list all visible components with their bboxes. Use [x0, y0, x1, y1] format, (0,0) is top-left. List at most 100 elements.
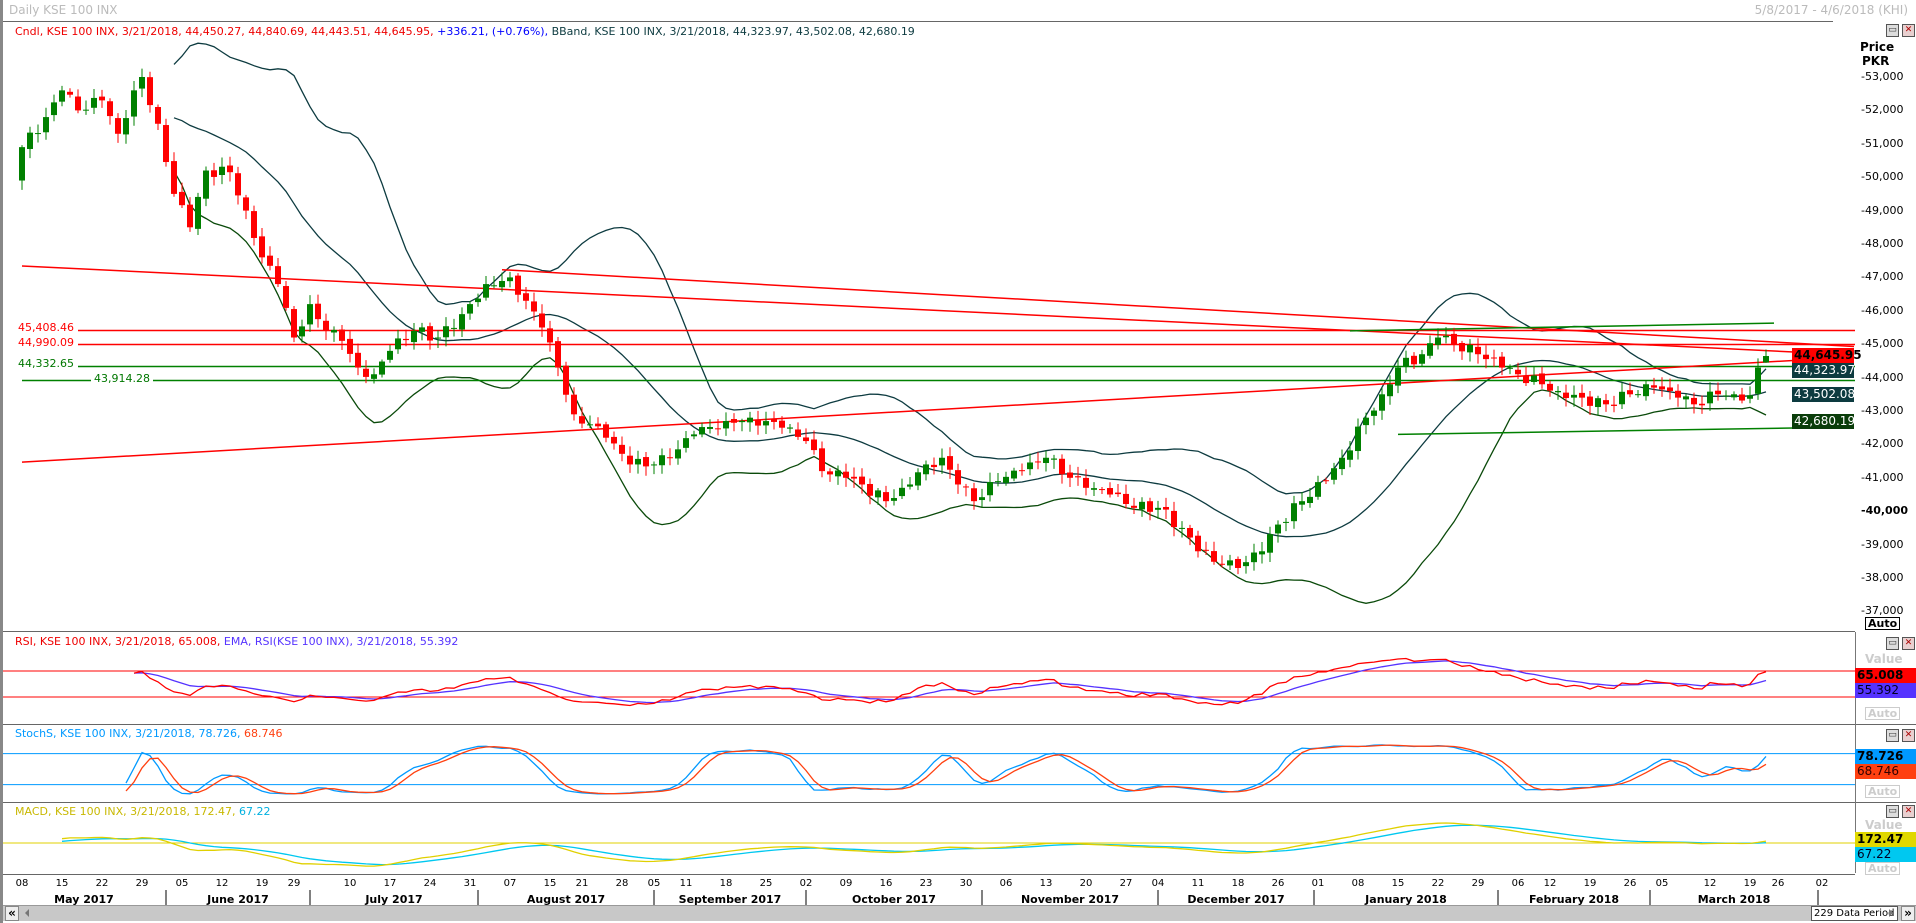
date-tick-label: 12: [1543, 878, 1557, 889]
macd-legend-value: MACD, KSE 100 INX, 3/21/2018, 172.47,: [15, 805, 239, 818]
rsi-line: [133, 657, 1767, 707]
date-tick-label: 08: [1351, 878, 1365, 889]
candle-body: [107, 101, 113, 117]
close-main-button[interactable]: ✕: [1902, 24, 1915, 37]
date-tick-label: 06: [1511, 878, 1525, 889]
candle-body: [91, 97, 97, 108]
candle-body: [99, 96, 105, 101]
candle-body: [1291, 503, 1297, 522]
date-tick-label: 29: [287, 878, 301, 889]
candle-legend: Cndl, KSE 100 INX, 3/21/2018, 44,450.27,…: [15, 25, 438, 38]
horizontal-scrollbar[interactable]: « 229 Data Period »: [3, 905, 1916, 921]
candle-body: [1555, 390, 1561, 393]
candle-body: [1699, 403, 1705, 406]
scroll-start-button[interactable]: «: [5, 906, 19, 921]
candle-body: [75, 96, 81, 111]
close-macd-button[interactable]: ✕: [1902, 805, 1915, 818]
candle-body: [811, 439, 817, 451]
candle-body: [1355, 426, 1361, 452]
candle-body: [347, 338, 353, 354]
minimize-macd-button[interactable]: ▭: [1886, 805, 1899, 818]
candle-body: [1403, 357, 1409, 367]
minimize-rsi-button[interactable]: ▭: [1886, 637, 1899, 650]
candle-body: [1675, 390, 1681, 398]
candle-body: [475, 298, 481, 303]
candle-body: [419, 327, 425, 332]
scroll-right-arrow-icon[interactable]: [1889, 909, 1897, 917]
candle-body: [1643, 384, 1649, 397]
date-tick-label: 16: [879, 878, 893, 889]
candle-body: [1123, 493, 1129, 505]
price-tick-label: -46,000: [1861, 303, 1904, 317]
scroll-left-arrow-icon[interactable]: [21, 909, 29, 917]
date-tick-label: 19: [1743, 878, 1757, 889]
candle-body: [1347, 450, 1353, 460]
minimize-stoch-button[interactable]: ▭: [1886, 729, 1899, 742]
stoch-auto-button[interactable]: Auto: [1865, 785, 1901, 798]
date-tick-label: 17: [383, 878, 397, 889]
candle-body: [803, 437, 809, 442]
price-tick-label: -53,000: [1861, 70, 1904, 83]
candle-body: [259, 236, 265, 258]
candle-body: [659, 455, 665, 466]
stoch-k-line: [125, 744, 1767, 795]
candle-body: [515, 275, 521, 295]
red-trendline: [501, 268, 1855, 348]
chart-canvas[interactable]: [3, 0, 1916, 923]
candle-body: [1443, 335, 1449, 338]
candle-body: [427, 326, 433, 341]
candle-body: [1275, 524, 1281, 534]
price-tick-label: -51,000: [1861, 136, 1904, 150]
candle-body: [355, 352, 361, 368]
scroll-end-button[interactable]: »: [1901, 906, 1915, 921]
candle-body: [1747, 395, 1753, 399]
price-tick-label: -47,000: [1861, 270, 1904, 284]
candle-body: [451, 327, 457, 329]
date-tick-label: 07: [503, 878, 517, 889]
candle-body: [1483, 354, 1489, 360]
window-title: Daily KSE 100 INX: [9, 3, 118, 17]
candle-body: [1155, 507, 1161, 510]
rsi-ema-value-box: 55.392: [1855, 683, 1916, 698]
macd-auto-button[interactable]: Auto: [1865, 862, 1901, 875]
main-legend: Cndl, KSE 100 INX, 3/21/2018, 44,450.27,…: [15, 25, 915, 38]
candle-body: [955, 470, 961, 485]
candle-body: [723, 421, 729, 429]
candle-body: [1427, 343, 1433, 356]
date-tick-label: 15: [1391, 878, 1405, 889]
price-tick-label: -43,000: [1861, 404, 1904, 417]
candle-body: [1299, 501, 1305, 505]
rsi-auto-button[interactable]: Auto: [1865, 707, 1901, 720]
candle-body: [203, 170, 209, 199]
candle-body: [1331, 468, 1337, 480]
candle-body: [139, 77, 145, 89]
candle-body: [1411, 355, 1417, 365]
stoch-d-value-box: 68.746: [1855, 764, 1916, 779]
date-tick-label: 02: [1815, 878, 1829, 889]
candle-body: [507, 277, 513, 282]
candle-body: [1515, 369, 1521, 375]
main-auto-button[interactable]: Auto: [1865, 617, 1901, 630]
candle-body: [1043, 457, 1049, 464]
candle-body: [891, 498, 897, 501]
candle-body: [1219, 563, 1225, 565]
data-period-box[interactable]: 229 Data Period: [1811, 906, 1898, 921]
close-rsi-button[interactable]: ✕: [1902, 637, 1915, 650]
candle-body: [1395, 367, 1401, 386]
candle-body: [1451, 333, 1457, 345]
date-tick-label: 02: [799, 878, 813, 889]
close-stoch-button[interactable]: ✕: [1902, 729, 1915, 742]
minimize-main-button[interactable]: ▭: [1886, 24, 1899, 37]
candle-body: [219, 166, 225, 176]
candle-body: [635, 458, 641, 465]
date-tick-label: 19: [255, 878, 269, 889]
date-tick-label: 25: [759, 878, 773, 889]
rsi-ema-line: [133, 660, 1767, 704]
rsi-legend-value: RSI, KSE 100 INX, 3/21/2018, 65.008,: [15, 635, 224, 648]
candle-body: [715, 428, 721, 430]
candle-body: [1179, 527, 1185, 529]
candle-body: [315, 303, 321, 320]
price-tick-label: -40,000: [1861, 504, 1909, 518]
candle-body: [683, 438, 689, 448]
candle-body: [755, 419, 761, 426]
